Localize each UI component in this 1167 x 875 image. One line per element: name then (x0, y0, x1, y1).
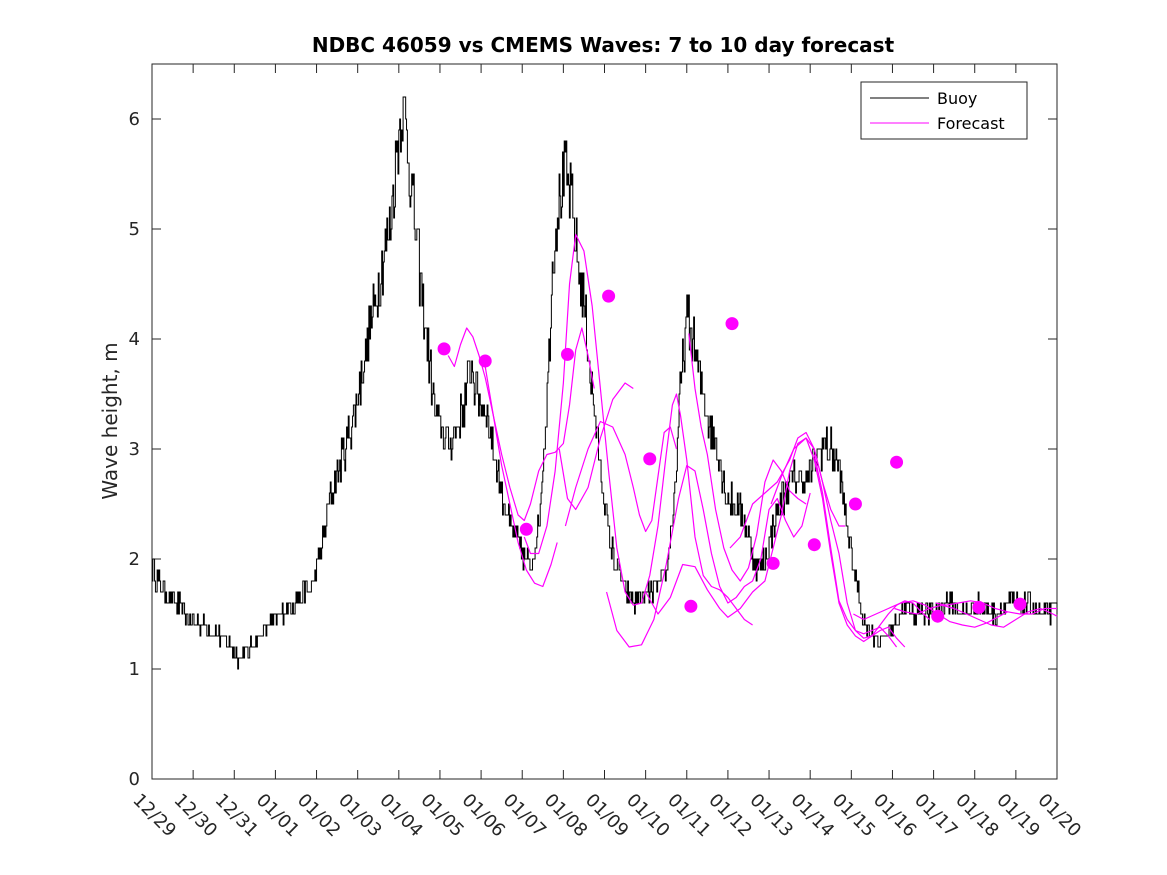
forecast-marker-11 (848, 497, 862, 511)
forecast-marker-5 (602, 289, 616, 303)
forecast-marker-9 (766, 556, 780, 570)
forecast-segment-14 (935, 600, 1057, 615)
forecast-marker-4 (560, 347, 574, 361)
forecast-segment-9 (729, 431, 846, 549)
forecast-marker-15 (1013, 597, 1027, 611)
buoy-series-line (152, 96, 1058, 670)
y-tick-label: 6 (129, 109, 140, 130)
forecast-marker-1 (437, 342, 451, 356)
forecast-segment-3 (523, 233, 753, 626)
forecast-segment-4 (558, 382, 634, 511)
forecast-marker-2 (478, 354, 492, 368)
forecast-marker-12 (890, 455, 904, 469)
forecast-segment-6 (605, 464, 811, 648)
forecast-segment-10 (770, 437, 906, 648)
y-tick-label: 0 (129, 769, 140, 790)
forecast-segment-11 (813, 454, 930, 639)
y-tick-label: 4 (129, 329, 140, 350)
forecast-marker-6 (643, 452, 657, 466)
forecast-marker-14 (972, 600, 986, 614)
y-tick-label: 3 (129, 439, 140, 460)
forecast-marker-8 (725, 317, 739, 331)
forecast-segment-13 (894, 604, 1058, 628)
forecast-marker-3 (519, 522, 533, 536)
forecast-segment-7 (645, 437, 898, 648)
forecast-marker-10 (807, 538, 821, 552)
y-tick-label: 5 (129, 219, 140, 240)
forecast-segment-1 (447, 327, 595, 522)
legend-forecast-label: Forecast (937, 114, 1005, 133)
legend: Buoy Forecast (860, 81, 1028, 140)
legend-buoy-label: Buoy (937, 89, 977, 108)
legend-box (860, 81, 1028, 140)
forecast-marker-7 (684, 599, 698, 613)
forecast-segment-12 (853, 600, 1008, 628)
forecast-segment-5 (564, 420, 678, 533)
y-tick-label: 1 (129, 659, 140, 680)
forecast-segment-8 (688, 333, 807, 582)
forecast-segment-2 (484, 366, 558, 588)
y-axis-label: Wave height, m (98, 342, 122, 499)
forecast-marker-13 (931, 609, 945, 623)
y-tick-label: 2 (129, 549, 140, 570)
chart-title: NDBC 46059 vs CMEMS Waves: 7 to 10 day f… (312, 33, 895, 57)
